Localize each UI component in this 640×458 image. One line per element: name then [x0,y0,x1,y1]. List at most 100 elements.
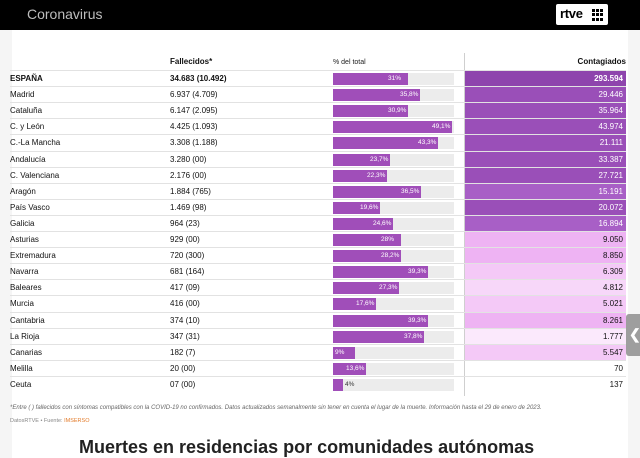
row-fallecidos: 20 (00) [170,363,196,373]
pct-label: 17,6% [356,300,375,308]
pct-bar-track: 23,7% [333,153,454,166]
row-region-name: Navarra [10,267,39,277]
pct-bar [333,362,366,375]
contagiados-cell: 6.309 [465,264,626,281]
table-row: Ceuta 07 (00) 4% 137 [0,376,640,393]
row-divider [10,343,626,345]
row-divider [10,102,626,104]
pct-bar-track: 30,9% [333,105,454,118]
table-row: Asturias 929 (00) 28% 9.050 [0,232,640,248]
column-header-fallecidos: Fallecidos* [170,57,213,66]
row-divider [10,359,626,361]
pct-label: 24,6% [373,219,392,227]
pct-bar-track: 24,6% [333,217,454,230]
row-fallecidos: 374 (10) [170,315,200,325]
row-divider [10,295,626,297]
table-row: Cantabria 374 (10) 39,3% 8.261 [0,312,640,329]
pct-bar-track: 28,2% [333,250,454,263]
contagiados-cell: 15.191 [465,183,626,200]
row-region-name: La Rioja [10,331,40,341]
contagiados-value: 29.446 [598,90,623,100]
pct-bar [333,201,380,214]
row-divider [10,118,626,120]
contagiados-cell: 8.261 [465,312,626,329]
table-row: Melilla 20 (00) 13,6% 70 [0,360,640,377]
side-panel-tab[interactable]: ❮ [626,314,640,356]
logo-text: rtve [560,6,583,21]
pct-label: 28,2% [381,252,400,260]
row-divider [10,166,626,168]
pct-label: 22,3% [367,171,386,179]
contagiados-cell: 4.812 [465,280,626,297]
row-region-name: Extremadura [10,251,56,261]
row-divider [10,182,626,184]
row-fallecidos: 6.937 (4.709) [170,90,218,100]
source-link[interactable]: IMSERSO [64,418,90,424]
contagiados-cell: 70 [465,360,626,377]
contagiados-cell: 293.594 [465,71,626,87]
row-region-name: C.-La Mancha [10,138,61,148]
contagiados-value: 43.974 [598,122,623,132]
table-row: C. Valenciana 2.176 (00) 22,3% 27.721 [0,167,640,184]
pct-bar [333,137,438,150]
pct-bar-track: 37,8% [333,330,454,343]
contagiados-value: 15.191 [598,186,623,196]
source-prefix: DatosRTVE • Fuente: [10,418,65,424]
row-divider [10,311,626,313]
section-heading: Muertes en residencias por comunidades a… [79,437,535,457]
contagiados-cell: 33.387 [465,151,626,168]
contagiados-value: 8.850 [602,251,623,261]
rtve-logo[interactable]: rtve [556,4,608,25]
row-fallecidos: 1.884 (765) [170,186,211,196]
pct-bar-track: 31% [333,73,454,85]
table-row: Canarias 182 (7) 9% 5.547 [0,344,640,361]
pct-label: 35,8% [400,91,419,99]
contagiados-cell: 5.547 [465,344,626,361]
contagiados-cell: 29.446 [465,87,626,104]
row-fallecidos: 182 (7) [170,347,196,357]
contagiados-cell: 21.111 [465,135,626,152]
row-region-name: Baleares [10,283,42,293]
contagiados-cell: 5.021 [465,296,626,313]
row-divider [10,231,626,232]
contagiados-value: 8.261 [602,315,623,325]
pct-label: 27,3% [379,284,398,292]
pct-label: 37,8% [404,332,423,340]
row-fallecidos: 416 (00) [170,299,200,309]
pct-bar-track: 28% [333,234,454,246]
chevron-left-icon: ❮ [629,326,640,342]
table-row: Baleares 417 (09) 27,3% 4.812 [0,280,640,297]
contagiados-value: 137 [609,379,623,389]
pct-label: 28% [381,236,395,243]
footnote: *Entre ( ) fallecidos con síntomas compa… [10,405,542,411]
row-region-name: Cataluña [10,106,43,116]
grid-menu-icon[interactable] [592,9,604,21]
pct-bar [333,169,387,182]
row-divider [10,279,626,281]
contagiados-value: 9.050 [602,235,623,244]
row-fallecidos: 964 (23) [170,218,200,228]
table-row: País Vasco 1.469 (98) 19,6% 20.072 [0,199,640,216]
column-header-pct: % del total [333,59,366,66]
table-row: Murcia 416 (00) 17,6% 5.021 [0,296,640,313]
pct-label: 19,6% [360,203,379,211]
contagiados-value: 70 [614,363,623,373]
row-fallecidos: 34.683 (10.492) [170,74,227,83]
pct-bar [333,217,393,230]
pct-bar-track: 36,5% [333,185,454,198]
pct-bar [333,153,390,166]
row-fallecidos: 1.469 (98) [170,202,207,212]
row-divider [10,198,626,200]
row-divider [10,247,626,249]
row-fallecidos: 4.425 (1.093) [170,122,218,132]
row-region-name: Aragón [10,186,36,196]
row-region-name: Asturias [10,235,39,244]
site-title[interactable]: Coronavirus [27,6,103,22]
column-divider [464,53,465,396]
contagiados-value: 5.021 [602,299,623,309]
row-region-name: Madrid [10,90,35,100]
table-row: C.-La Mancha 3.308 (1.188) 43,3% 21.111 [0,135,640,152]
table-row: Navarra 681 (164) 39,3% 6.309 [0,264,640,281]
row-fallecidos: 07 (00) [170,379,196,389]
table-row: La Rioja 347 (31) 37,8% 1.777 [0,328,640,345]
